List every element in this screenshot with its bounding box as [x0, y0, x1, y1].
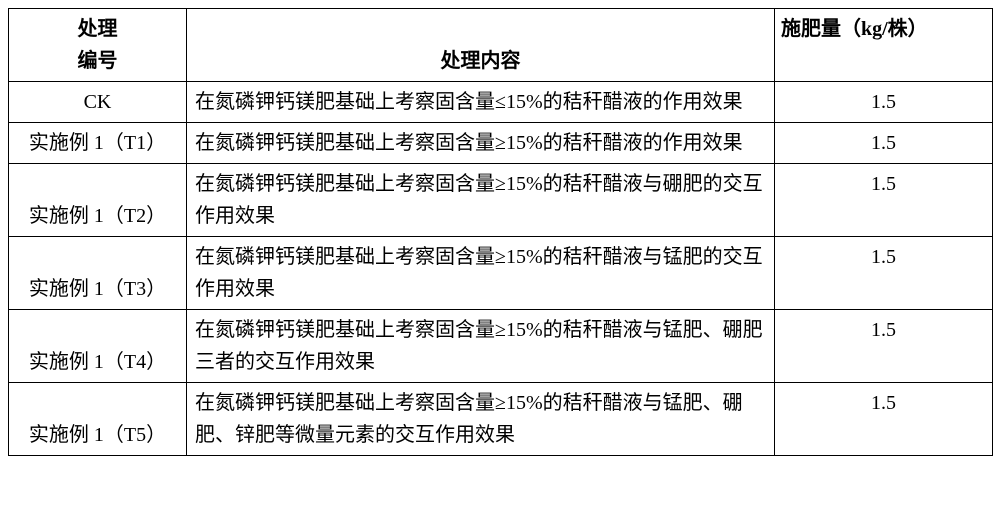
row-id: CK — [9, 82, 187, 123]
row-content: 在氮磷钾钙镁肥基础上考察固含量≥15%的秸秆醋液与锰肥、硼肥、锌肥等微量元素的交… — [187, 383, 775, 456]
row-id: 实施例 1（T4） — [9, 310, 187, 383]
row-id: 实施例 1（T2） — [9, 164, 187, 237]
row-amount: 1.5 — [775, 123, 993, 164]
table-row: 实施例 1（T2） 在氮磷钾钙镁肥基础上考察固含量≥15%的秸秆醋液与硼肥的交互… — [9, 164, 993, 237]
row-content: 在氮磷钾钙镁肥基础上考察固含量≥15%的秸秆醋液与锰肥、硼肥三者的交互作用效果 — [187, 310, 775, 383]
row-content: 在氮磷钾钙镁肥基础上考察固含量≥15%的秸秆醋液与锰肥的交互作用效果 — [187, 237, 775, 310]
table-row: 实施例 1（T4） 在氮磷钾钙镁肥基础上考察固含量≥15%的秸秆醋液与锰肥、硼肥… — [9, 310, 993, 383]
row-amount: 1.5 — [775, 383, 993, 456]
row-content: 在氮磷钾钙镁肥基础上考察固含量≥15%的秸秆醋液的作用效果 — [187, 123, 775, 164]
table-header-row: 处理 编号 处理内容 施肥量（kg/株） — [9, 9, 993, 82]
row-amount: 1.5 — [775, 237, 993, 310]
row-amount: 1.5 — [775, 164, 993, 237]
header-id-line1: 处理 — [17, 13, 178, 45]
row-amount: 1.5 — [775, 82, 993, 123]
table-row: 实施例 1（T5） 在氮磷钾钙镁肥基础上考察固含量≥15%的秸秆醋液与锰肥、硼肥… — [9, 383, 993, 456]
header-id: 处理 编号 — [9, 9, 187, 82]
row-id: 实施例 1（T1） — [9, 123, 187, 164]
row-amount: 1.5 — [775, 310, 993, 383]
table-row: 实施例 1（T1） 在氮磷钾钙镁肥基础上考察固含量≥15%的秸秆醋液的作用效果 … — [9, 123, 993, 164]
row-id: 实施例 1（T3） — [9, 237, 187, 310]
header-amount: 施肥量（kg/株） — [775, 9, 993, 82]
table-row: CK 在氮磷钾钙镁肥基础上考察固含量≤15%的秸秆醋液的作用效果 1.5 — [9, 82, 993, 123]
table-row: 实施例 1（T3） 在氮磷钾钙镁肥基础上考察固含量≥15%的秸秆醋液与锰肥的交互… — [9, 237, 993, 310]
header-content: 处理内容 — [187, 9, 775, 82]
header-id-line2: 编号 — [17, 45, 178, 77]
row-content: 在氮磷钾钙镁肥基础上考察固含量≤15%的秸秆醋液的作用效果 — [187, 82, 775, 123]
row-content: 在氮磷钾钙镁肥基础上考察固含量≥15%的秸秆醋液与硼肥的交互作用效果 — [187, 164, 775, 237]
row-id: 实施例 1（T5） — [9, 383, 187, 456]
treatment-table: 处理 编号 处理内容 施肥量（kg/株） CK 在氮磷钾钙镁肥基础上考察固含量≤… — [8, 8, 993, 456]
